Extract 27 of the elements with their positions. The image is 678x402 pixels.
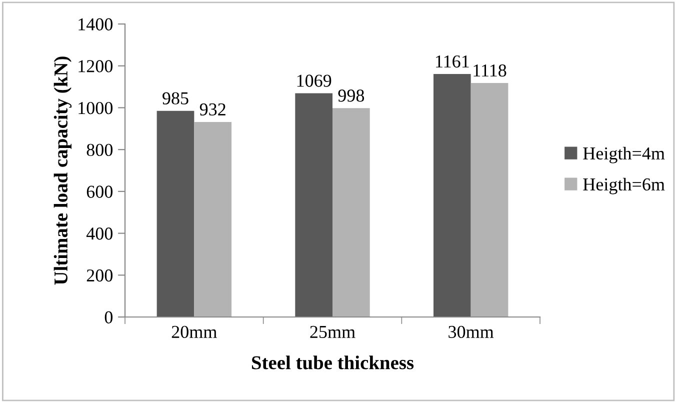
data-label: 998: [338, 90, 364, 102]
x-tick-label: 25mm: [310, 326, 356, 338]
data-label: 1069: [297, 74, 332, 87]
data-label: 1161: [436, 55, 469, 68]
data-label: 985: [162, 92, 188, 104]
bar: [470, 83, 508, 317]
y-tick-label: 1000: [78, 102, 113, 114]
y-tick-label: 200: [86, 269, 113, 282]
y-tick-label: 1200: [78, 60, 113, 72]
y-tick-label: 400: [86, 228, 113, 240]
bar: [194, 122, 232, 317]
bar: [433, 74, 471, 317]
x-tick-label: 20mm: [172, 326, 217, 338]
y-tick-label: 0: [104, 311, 113, 324]
bar: [332, 108, 370, 317]
y-tick-label: 1400: [78, 18, 113, 30]
bar: [156, 110, 194, 317]
y-axis-title: Ultimate load capacity (kN): [54, 56, 72, 285]
data-label: 932: [200, 103, 226, 116]
data-label: 1118: [474, 64, 506, 77]
y-tick-label: 800: [86, 144, 113, 156]
bar: [295, 93, 332, 317]
x-tick-label: 30mm: [448, 326, 494, 338]
legend-label: Heigth=4m: [583, 146, 665, 164]
x-axis-title: Steel tube thickness: [252, 356, 414, 370]
legend-label: Heigth=6m: [583, 178, 665, 194]
y-tick-label: 600: [86, 186, 113, 198]
